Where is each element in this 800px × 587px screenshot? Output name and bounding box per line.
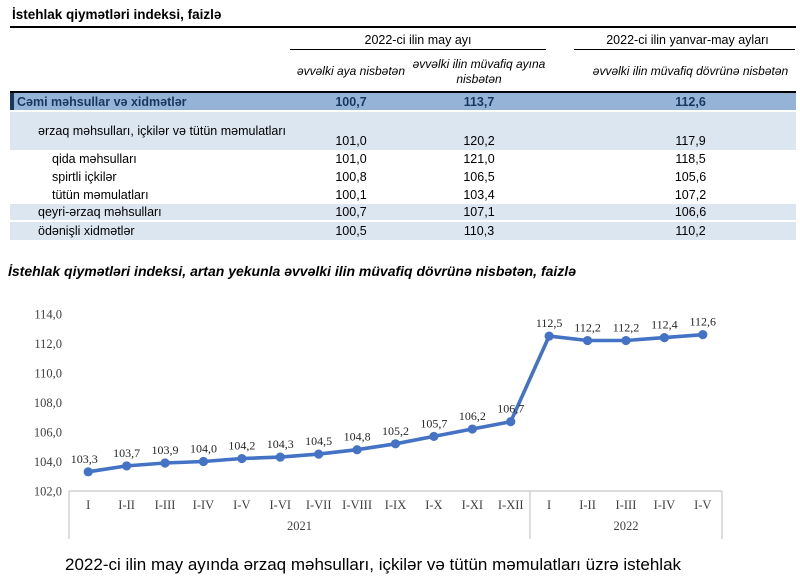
svg-text:I-XII: I-XII [498, 498, 524, 512]
svg-text:106,0: 106,0 [34, 426, 62, 440]
svg-text:I-XI: I-XI [462, 498, 484, 512]
row-value-same-period: 107,2 [674, 188, 707, 202]
svg-text:I-V: I-V [233, 498, 250, 512]
svg-text:112,2: 112,2 [613, 321, 640, 335]
row-value-same-period: 117,9 [675, 134, 706, 148]
svg-text:104,0: 104,0 [34, 455, 62, 469]
svg-text:106,2: 106,2 [459, 409, 486, 423]
row-value-same-period: 118,5 [675, 152, 706, 166]
row-value-prev-month: 101,0 [335, 152, 367, 166]
row-value-prev-month: 100,5 [335, 224, 367, 238]
svg-text:I-IV: I-IV [654, 498, 676, 512]
svg-text:I: I [547, 498, 551, 512]
table-subheader-row: əvvəlki aya nisbətən əvvəlki ilin müvafi… [10, 50, 796, 91]
svg-text:104,2: 104,2 [228, 439, 255, 453]
svg-text:103,7: 103,7 [113, 446, 140, 460]
svg-text:105,2: 105,2 [382, 424, 409, 438]
row-value-same-month: 121,0 [463, 152, 495, 166]
line-chart: 102,0 104,0 106,0 108,0 110,0 112,0 114,0 I I-II… [34, 308, 723, 539]
svg-text:I-VIII: I-VIII [342, 498, 372, 512]
svg-text:103,3: 103,3 [71, 452, 98, 466]
table-body: Cəmi məhsullar və xidmətlər 100,7 113,7 … [10, 91, 796, 240]
cpi-table: 2022-ci ilin may ayı 2022-ci ilin yanvar… [10, 26, 796, 240]
row-value-same-month: 106,5 [463, 170, 495, 184]
svg-text:112,4: 112,4 [651, 318, 678, 332]
row-value-same-month: 120,2 [463, 134, 495, 148]
svg-text:106,7: 106,7 [497, 402, 524, 416]
svg-text:I-VII: I-VII [306, 498, 332, 512]
column-header-same-period-prev-year: əvvəlki ilin müvafiq dövrünə nisbətən [592, 64, 789, 79]
svg-text:I-II: I-II [118, 498, 135, 512]
column-header-same-month-prev-year: əvvəlki ilin müvafiq ayına nisbətən [412, 56, 546, 86]
svg-text:I-III: I-III [616, 498, 637, 512]
svg-text:112,2: 112,2 [574, 321, 601, 335]
row-value-same-period: 110,2 [675, 224, 706, 238]
row-value-same-period: 106,6 [674, 205, 707, 219]
svg-text:110,0: 110,0 [34, 367, 62, 381]
row-label: spirtli içkilər [52, 170, 117, 184]
svg-text:112,0: 112,0 [34, 337, 62, 351]
column-header-prev-month: əvvəlki aya nisbətən [296, 64, 406, 79]
svg-text:105,7: 105,7 [420, 416, 447, 430]
group-header-may: 2022-ci ilin may ayı [290, 33, 546, 50]
page-title: İstehlak qiymətləri indeksi, faizlə [12, 7, 222, 22]
svg-text:114,0: 114,0 [34, 308, 62, 322]
row-value-same-period: 105,6 [674, 170, 707, 184]
svg-text:103,9: 103,9 [152, 443, 179, 457]
row-label: qida məhsulları [52, 152, 137, 166]
row-value-prev-month: 100,1 [335, 188, 367, 202]
chart-title: İstehlak qiymətləri indeksi, artan yekun… [8, 263, 576, 279]
row-label: qeyri-ərzaq məhsulları [38, 205, 162, 219]
svg-text:104,0: 104,0 [190, 442, 217, 456]
svg-text:I-II: I-II [579, 498, 596, 512]
row-value-prev-month: 101,0 [335, 134, 367, 148]
svg-text:102,0: 102,0 [34, 485, 62, 499]
cpi-chart-container: 102,0 104,0 106,0 108,0 110,0 112,0 114,0 I I-II… [0, 293, 800, 549]
row-value-same-month: 103,4 [463, 188, 495, 202]
svg-text:2022: 2022 [613, 519, 638, 533]
svg-text:I: I [86, 498, 90, 512]
row-label: ödənişli xidmətlər [38, 224, 135, 238]
footer-paragraph: 2022-ci ilin may ayında ərzaq məhsulları… [65, 555, 682, 574]
row-label: ərzaq məhsulları, içkilər və tütün məmul… [38, 123, 287, 138]
svg-text:112,6: 112,6 [690, 315, 717, 329]
svg-text:I-V: I-V [694, 498, 711, 512]
table-row-food-products: qida məhsulları 101,0 121,0 118,5 [10, 150, 796, 168]
svg-text:112,5: 112,5 [536, 316, 563, 330]
svg-text:104,3: 104,3 [267, 437, 294, 451]
row-value-same-month: 107,1 [463, 205, 495, 219]
svg-text:104,8: 104,8 [344, 430, 371, 444]
svg-text:2021: 2021 [287, 519, 312, 533]
table-row-total: Cəmi məhsullar və xidmətlər 100,7 113,7 … [10, 93, 796, 112]
table-row-food: ərzaq məhsulları, içkilər və tütün məmul… [10, 112, 796, 150]
table-row-tobacco: tütün məmulatları 100,1 103,4 107,2 [10, 186, 796, 204]
row-value-same-month: 110,3 [463, 224, 495, 238]
group-header-jan-may: 2022-ci ilin yanvar-may ayları [574, 33, 795, 50]
table-row-nonfood: qeyri-ərzaq məhsulları 100,7 107,1 106,6 [10, 204, 796, 222]
svg-text:I-IV: I-IV [193, 498, 215, 512]
row-value-same-period: 112,6 [675, 94, 706, 109]
row-value-prev-month: 100,7 [335, 205, 367, 219]
table-group-header-row: 2022-ci ilin may ayı 2022-ci ilin yanvar… [10, 28, 796, 50]
row-value-same-month: 113,7 [463, 94, 495, 109]
svg-text:I-VI: I-VI [270, 498, 292, 512]
row-label: tütün məmulatları [52, 188, 149, 202]
row-value-prev-month: 100,8 [335, 170, 367, 184]
svg-text:I-III: I-III [155, 498, 176, 512]
svg-text:108,0: 108,0 [34, 396, 62, 410]
svg-text:I-X: I-X [425, 498, 442, 512]
table-row-alcohol: spirtli içkilər 100,8 106,5 105,6 [10, 168, 796, 186]
row-label: Cəmi məhsullar və xidmətlər [17, 94, 187, 109]
row-value-prev-month: 100,7 [335, 94, 367, 109]
svg-text:104,5: 104,5 [305, 434, 332, 448]
table-row-paid-services: ödənişli xidmətlər 100,5 110,3 110,2 [10, 222, 796, 240]
svg-text:I-IX: I-IX [385, 498, 407, 512]
